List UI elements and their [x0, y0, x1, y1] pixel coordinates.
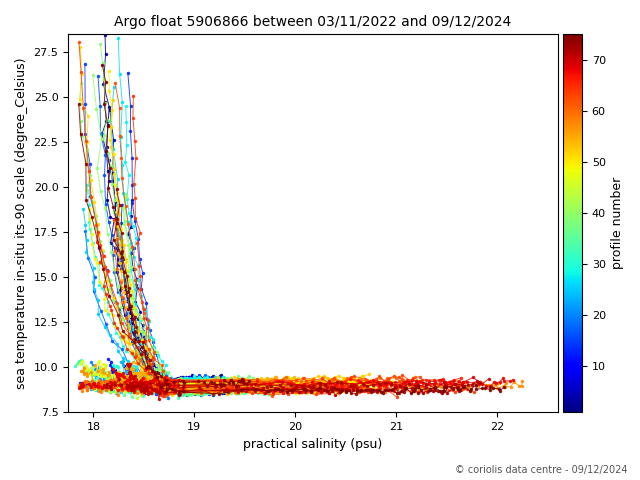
- Title: Argo float 5906866 between 03/11/2022 and 09/12/2024: Argo float 5906866 between 03/11/2022 an…: [115, 15, 511, 29]
- Y-axis label: sea temperature in-situ its-90 scale (degree_Celsius): sea temperature in-situ its-90 scale (de…: [15, 58, 28, 389]
- X-axis label: practical salinity (psu): practical salinity (psu): [243, 438, 383, 451]
- Y-axis label: profile number: profile number: [611, 177, 625, 269]
- Text: © coriolis data centre - 09/12/2024: © coriolis data centre - 09/12/2024: [454, 465, 627, 475]
